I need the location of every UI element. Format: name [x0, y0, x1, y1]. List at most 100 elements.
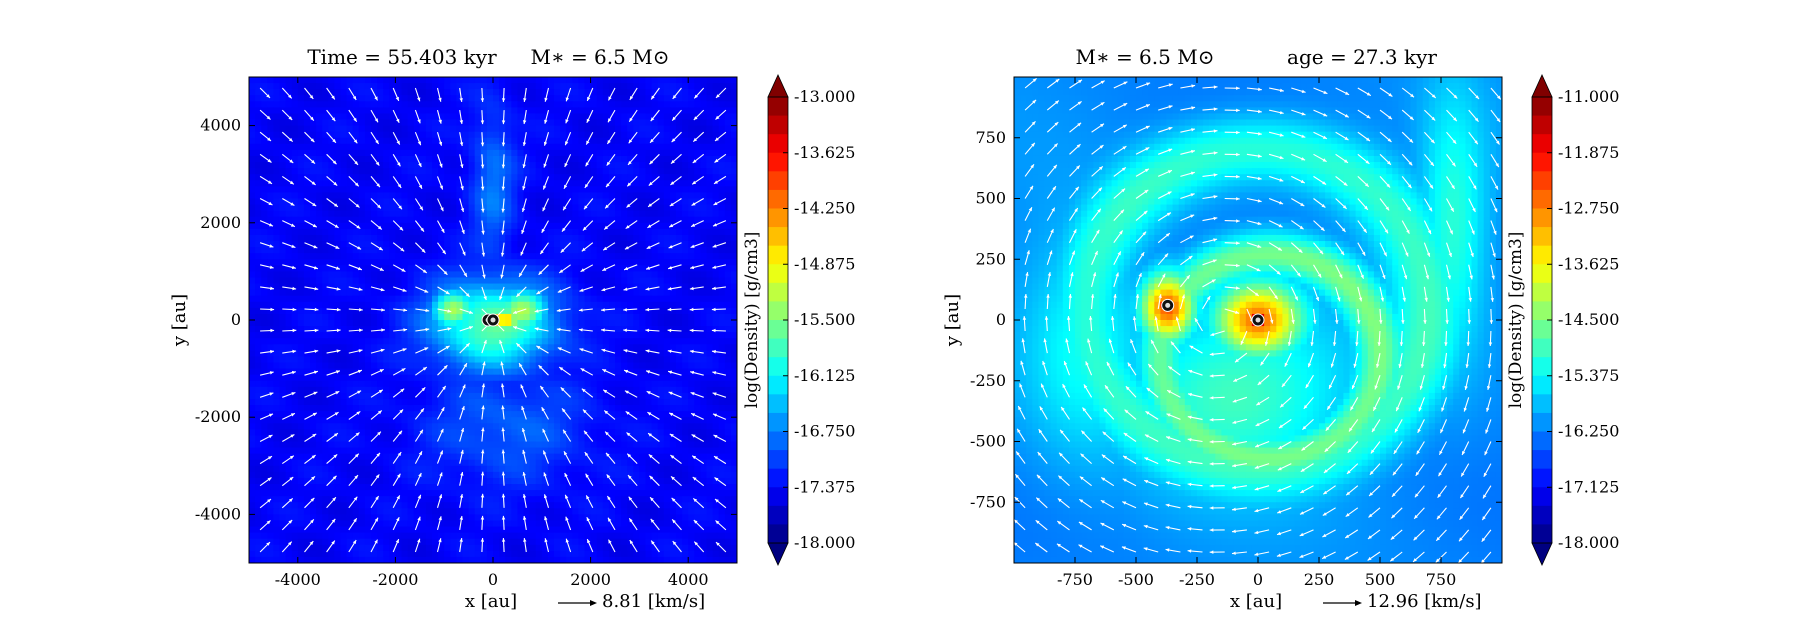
- velocity-arrow-head: [1232, 507, 1236, 511]
- velocity-arrow-head: [1122, 146, 1127, 150]
- velocity-arrow-head: [310, 116, 314, 121]
- velocity-arrow-head: [1470, 253, 1474, 257]
- y-tick-label: -2000: [195, 407, 241, 426]
- velocity-arrow-head: [648, 181, 653, 186]
- velocity-arrow-head: [311, 181, 316, 185]
- velocity-arrow-head: [1167, 191, 1172, 195]
- velocity-arrow-head: [1307, 363, 1312, 368]
- velocity-arrow-head: [1121, 167, 1126, 171]
- velocity-arrow-head: [1056, 543, 1061, 548]
- velocity-arrow-head: [1372, 428, 1376, 433]
- velocity-arrow-head: [1448, 252, 1452, 257]
- velocity-arrow-head: [544, 516, 548, 521]
- velocity-arrow-head: [1435, 558, 1440, 563]
- velocity-arrow-head: [288, 94, 292, 99]
- velocity-arrow-head: [1408, 161, 1413, 166]
- velocity-arrow-head: [712, 286, 716, 291]
- velocity-arrow-head: [690, 244, 695, 248]
- velocity-arrow-head: [690, 392, 695, 396]
- velocity-arrow-head: [606, 161, 611, 166]
- colorbar-segment: [1532, 357, 1552, 377]
- velocity-arrow-head: [1078, 544, 1083, 548]
- velocity-arrow-head: [645, 307, 650, 312]
- velocity-arrow-head: [1168, 148, 1173, 152]
- velocity-arrow-head: [1154, 316, 1158, 321]
- velocity-arrow-head: [292, 349, 297, 354]
- velocity-arrow-head: [579, 288, 584, 292]
- velocity-arrow-head: [1101, 454, 1106, 459]
- velocity-arrow-head: [1031, 142, 1035, 147]
- velocity-arrow-head: [1066, 316, 1071, 320]
- colorbar-segment: [1532, 97, 1552, 117]
- velocity-arrow-head: [1210, 332, 1215, 336]
- velocity-arrow-head: [1110, 316, 1115, 320]
- velocity-arrow-head: [267, 477, 272, 482]
- velocity-arrow-head: [1025, 272, 1029, 276]
- velocity-arrow-head: [460, 164, 464, 168]
- velocity-arrow-head: [459, 538, 463, 542]
- velocity-arrow-head: [1028, 207, 1032, 212]
- velocity-arrow-head: [1121, 546, 1126, 550]
- velocity-arrow-head: [713, 223, 717, 227]
- velocity-arrow-head: [1081, 430, 1086, 435]
- velocity-arrow-head: [499, 296, 503, 301]
- velocity-arrow-head: [441, 228, 445, 233]
- velocity-arrow-head: [669, 202, 674, 207]
- velocity-arrow-head: [689, 349, 694, 354]
- velocity-arrow-head: [1209, 374, 1214, 378]
- velocity-arrow-head: [269, 392, 274, 396]
- velocity-arrow-head: [501, 208, 505, 213]
- velocity-arrow-head: [1211, 279, 1216, 283]
- velocity-arrow-head: [565, 141, 569, 146]
- velocity-arrow-head: [713, 201, 718, 205]
- velocity-arrow-head: [522, 472, 526, 476]
- velocity-arrow-head: [1300, 511, 1304, 515]
- velocity-arrow-head: [1256, 401, 1261, 406]
- velocity-arrow-head: [1232, 551, 1236, 555]
- velocity-arrow-head: [381, 308, 385, 312]
- velocity-arrow-head: [374, 118, 378, 123]
- velocity-arrow-head: [1165, 503, 1170, 507]
- velocity-arrow-head: [1168, 83, 1173, 87]
- colorbar-segment: [1532, 468, 1552, 488]
- velocity-arrow-head: [646, 391, 651, 395]
- x-tick-label: -750: [1057, 570, 1093, 589]
- x-tick-label: 0: [1253, 570, 1263, 589]
- velocity-arrow-head: [1055, 79, 1060, 83]
- velocity-arrow-head: [1297, 272, 1301, 277]
- velocity-arrow-head: [1496, 118, 1501, 122]
- colorbar-tick-label: -15.500: [794, 310, 855, 329]
- velocity-arrow-head: [1115, 272, 1119, 277]
- sink-particle-core: [1255, 317, 1261, 323]
- velocity-arrow-head: [1279, 133, 1284, 137]
- velocity-arrow-head: [1461, 472, 1465, 477]
- velocity-arrow-head: [671, 159, 675, 164]
- velocity-arrow-head: [1431, 116, 1436, 121]
- velocity-arrow-head: [1166, 436, 1171, 440]
- velocity-arrow-head: [312, 223, 317, 228]
- velocity-arrow-head: [649, 475, 654, 480]
- velocity-arrow-head: [1387, 138, 1392, 142]
- velocity-arrow-head: [1098, 187, 1102, 192]
- velocity-arrow-head: [500, 383, 505, 388]
- velocity-arrow-head: [1078, 79, 1082, 84]
- velocity-arrow-head: [1468, 297, 1472, 302]
- x-tick-label: 250: [1304, 570, 1335, 589]
- velocity-arrow-head: [1232, 420, 1237, 424]
- velocity-arrow-head: [605, 204, 609, 209]
- colorbar-segment: [1532, 189, 1552, 209]
- velocity-arrow-head: [1428, 207, 1433, 212]
- velocity-arrow-head: [714, 477, 719, 482]
- velocity-arrow-head: [1279, 201, 1284, 205]
- velocity-arrow-head: [425, 308, 430, 313]
- velocity-arrow-head: [1407, 207, 1411, 211]
- velocity-arrow-head: [1419, 385, 1423, 390]
- velocity-arrow-head: [419, 429, 423, 434]
- velocity-arrow-head: [1452, 139, 1457, 144]
- x-tick-label: 500: [1365, 570, 1396, 589]
- panel-2-colorbar: -11.000 -11.875 -12.750 -13.625 -14.500 -15.3…: [1506, 74, 1619, 566]
- velocity-arrow-head: [269, 413, 273, 417]
- velocity-arrow-head: [1364, 183, 1369, 187]
- colorbar-segment: [1532, 505, 1552, 525]
- velocity-arrow-head: [1473, 185, 1477, 190]
